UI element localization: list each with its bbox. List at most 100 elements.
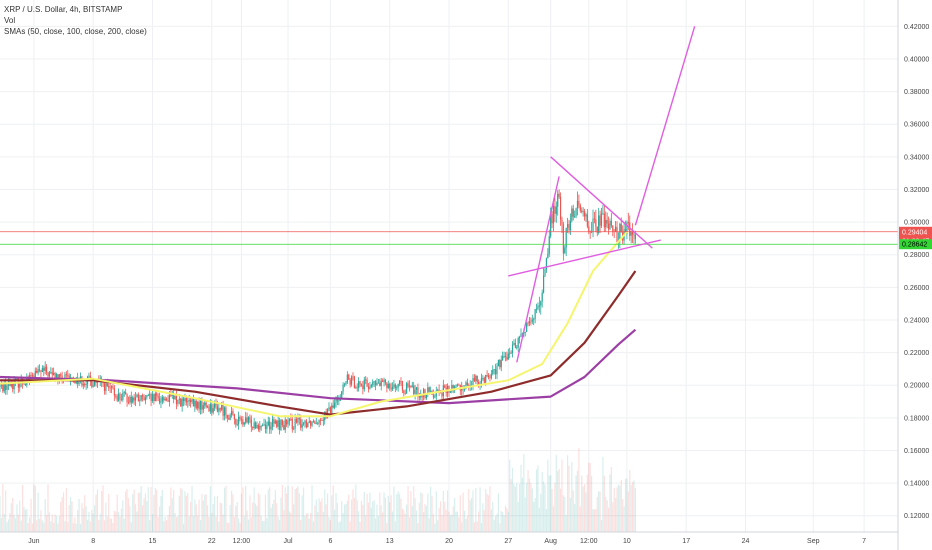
volume-bar (254, 503, 257, 532)
price-tick-label: 0.40000 (904, 56, 929, 63)
candle-body (334, 402, 336, 408)
price-tick-label: 0.24000 (904, 317, 929, 324)
volume-bar (415, 510, 418, 532)
volume-bar (305, 513, 307, 532)
candle-body (198, 401, 200, 410)
candle-body (427, 387, 429, 395)
volume-bar (256, 506, 258, 532)
price-axis[interactable]: 0.12000 0.14000 0.16000 0.18000 0.20000 0.220… (897, 0, 929, 550)
candle-body (537, 305, 539, 309)
candle-body (441, 393, 443, 397)
volume-bar (595, 508, 597, 532)
volume-bar (422, 512, 425, 532)
volume-bar (589, 463, 591, 532)
projection-line[interactable] (634, 26, 696, 226)
candle-body (583, 211, 586, 217)
candle-body (528, 321, 531, 324)
volume-indicator-label[interactable]: Vol (4, 16, 16, 25)
volume-bar (302, 487, 305, 532)
volume-bar (497, 493, 500, 532)
candle-body (288, 418, 291, 422)
volume-bar (277, 516, 279, 532)
volume-bar (576, 470, 579, 532)
price-tags: 0.2940401:23:470.28642 (899, 226, 932, 250)
candle-body (112, 386, 114, 389)
candle-body (391, 386, 394, 390)
price-tick-label: 0.22000 (904, 350, 929, 357)
candle-body (91, 380, 93, 387)
candle-body (397, 383, 399, 388)
volume-bar (322, 511, 324, 532)
price-tick-label: 0.34000 (904, 154, 929, 161)
candle-body (160, 401, 162, 403)
volume-bar (163, 521, 165, 532)
candle-body (33, 376, 35, 378)
candle-body (187, 401, 189, 403)
volume-bar (454, 498, 456, 532)
candle-body (369, 386, 371, 389)
volume-bar (50, 521, 52, 532)
candle-body (139, 399, 141, 402)
candle-body (177, 399, 179, 404)
volume-bar (418, 502, 420, 532)
volume-bar (103, 520, 106, 532)
volume-bar (137, 493, 139, 532)
volume-bar (480, 522, 483, 532)
volume-bar (86, 519, 89, 532)
volume-bar (533, 501, 535, 532)
candlesticks (0, 189, 636, 435)
volume-bar (345, 503, 347, 532)
candle-body (516, 347, 518, 349)
volume-bar (394, 521, 396, 532)
volume-bar (524, 497, 526, 532)
candle-body (548, 236, 550, 254)
volume-bar (610, 467, 612, 532)
volume-bar (390, 495, 392, 532)
candle-body (373, 381, 375, 383)
volume-bar (297, 486, 299, 532)
volume-bar (510, 478, 512, 532)
level-price-value: 0.28642 (902, 242, 927, 249)
candle-body (414, 389, 416, 394)
volume-bar (620, 480, 622, 532)
volume-bar (353, 498, 355, 532)
candle-body (123, 392, 125, 393)
time-tick-label: Aug (544, 538, 557, 545)
volume-bar (598, 491, 600, 532)
volume-bar (239, 522, 241, 532)
volume-bar (24, 509, 27, 532)
volume-bar (562, 495, 564, 532)
time-tick-label: 7 (862, 538, 866, 545)
candle-body (263, 424, 265, 426)
volume-bar (359, 522, 361, 532)
candle-body (118, 393, 120, 401)
candle-body (6, 385, 8, 390)
candle-body (437, 389, 439, 391)
volume-bar (557, 470, 559, 532)
volume-bar (82, 508, 84, 532)
candle-body (394, 384, 396, 389)
time-axis[interactable]: Jun 8 15 22 12:00 Jul 6 13 20 27 Aug 12:00 10 17 24 Sep… (0, 531, 898, 545)
triangle-lower-line[interactable] (508, 239, 661, 277)
volume-bar (45, 514, 48, 532)
sma-indicator-label[interactable]: SMAs (50, close, 100, close, 200, close) (4, 27, 147, 36)
candle-body (61, 375, 63, 380)
volume-bar (442, 491, 444, 532)
volume-bar (324, 489, 326, 532)
symbol-title[interactable]: XRP / U.S. Dollar, 4h, BITSTAMP (4, 5, 123, 14)
candle-body (350, 376, 353, 385)
volume-bar (514, 486, 516, 532)
candle-body (348, 374, 350, 380)
volume-bar (37, 492, 39, 532)
candle-body (195, 400, 197, 409)
candle-body (341, 391, 343, 398)
volume-bar (242, 487, 244, 532)
volume-bar (9, 513, 11, 532)
candle-body (269, 421, 271, 430)
volume-bar (318, 498, 320, 532)
triangle-upper-line[interactable] (550, 156, 653, 249)
candle-body (143, 396, 145, 401)
sma-200-line (0, 328, 637, 405)
candle-body (417, 387, 419, 396)
